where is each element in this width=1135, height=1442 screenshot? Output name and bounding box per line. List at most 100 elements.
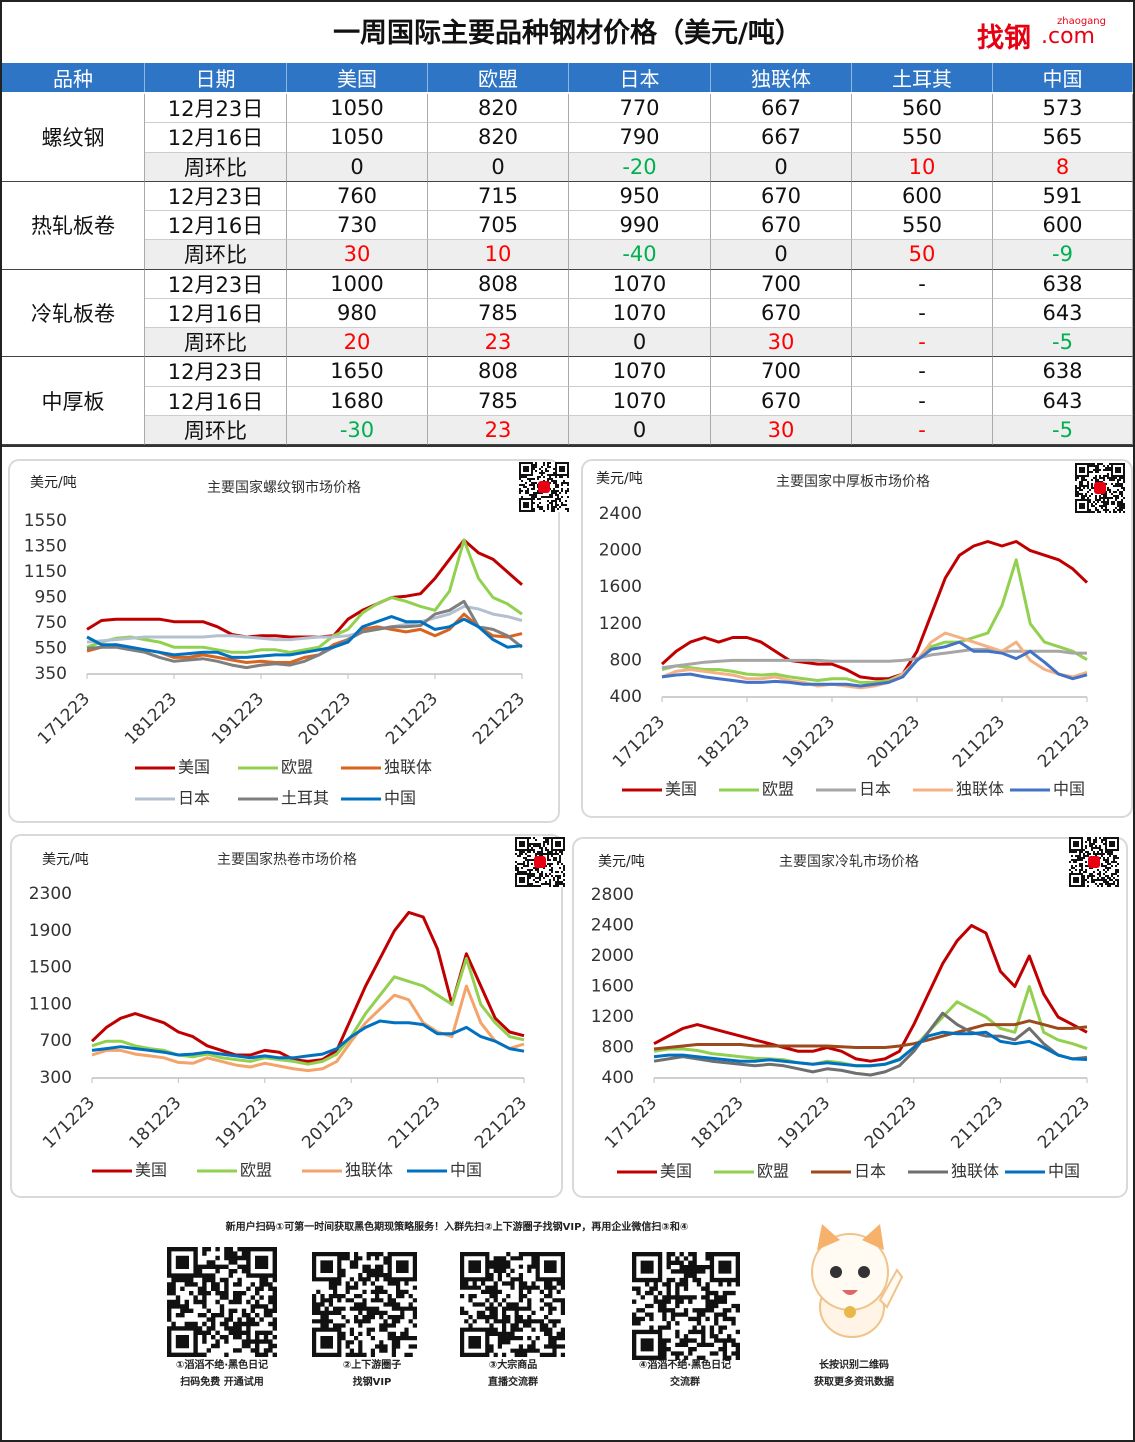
qr-caption: 获取更多资讯数据 [813, 1375, 894, 1388]
price-cell: 20 [287, 328, 428, 358]
price-cell: 8 [993, 152, 1133, 182]
price-cell: 808 [428, 269, 569, 299]
y-tick-label: 2800 [591, 885, 634, 905]
row-label: 周环比 [145, 328, 287, 358]
price-cell: 667 [711, 123, 852, 153]
price-cell: 790 [569, 123, 711, 153]
price-cell: 760 [287, 181, 428, 211]
y-tick-label: 700 [40, 1031, 72, 1051]
y-tick-label: 1900 [29, 921, 72, 941]
price-cell: 705 [428, 211, 569, 241]
series-line [86, 599, 523, 670]
legend-label: 日本 [178, 789, 210, 808]
qr-caption: 扫码免费 开通试用 [180, 1375, 263, 1388]
price-cell: 643 [993, 298, 1133, 328]
series-line [91, 1019, 525, 1060]
legend-label: 欧盟 [757, 1162, 789, 1181]
price-cell: 550 [852, 123, 993, 153]
price-cell: -9 [993, 240, 1133, 270]
category-cell: 螺纹钢 [2, 94, 145, 182]
qr-caption: 交流群 [670, 1375, 700, 1388]
price-cell: 0 [287, 152, 428, 182]
price-cell: 550 [852, 211, 993, 241]
y-axis-label: 美元/吨 [30, 475, 77, 491]
row-label: 12月16日 [145, 211, 287, 241]
column-header: 品种 [2, 63, 145, 92]
price-cell: 565 [993, 123, 1133, 153]
qr-badge [538, 481, 550, 493]
price-cell: 700 [711, 357, 852, 387]
legend-label: 独联体 [956, 780, 1004, 799]
series-line [653, 1019, 1088, 1051]
qr-caption: ④滔滔不绝·黑色日记 [639, 1358, 731, 1371]
price-cell: 10 [852, 152, 993, 182]
y-tick-label: 1200 [599, 614, 642, 634]
row-label: 12月23日 [145, 269, 287, 299]
legend-label: 中国 [450, 1161, 482, 1180]
price-cell: 670 [711, 386, 852, 416]
series-line [660, 540, 1089, 681]
column-header: 中国 [993, 63, 1133, 92]
price-cell: 1050 [287, 94, 428, 124]
y-tick-label: 300 [40, 1068, 72, 1088]
row-label: 12月23日 [145, 357, 287, 387]
price-cell: 638 [993, 357, 1133, 387]
row-label: 周环比 [145, 240, 287, 270]
row-label: 12月23日 [145, 94, 287, 124]
price-cell: 0 [569, 415, 711, 445]
y-tick-label: 1600 [591, 977, 634, 997]
price-cell: 643 [993, 386, 1133, 416]
legend-label: 美国 [665, 780, 697, 799]
legend-label: 日本 [854, 1162, 886, 1181]
price-cell: 23 [428, 415, 569, 445]
price-cell: - [852, 415, 993, 445]
series-line [653, 1011, 1088, 1077]
legend-label: 欧盟 [762, 780, 794, 799]
price-cell: 730 [287, 211, 428, 241]
legend-label: 中国 [1053, 780, 1085, 799]
price-table: 品种 日期 美国 欧盟 日本 独联体 土耳其 中国 螺纹钢 12月23日 1050 820 770 667… [2, 63, 1133, 447]
qr-caption: 找钢VIP [353, 1375, 392, 1388]
price-cell: 30 [711, 415, 852, 445]
y-tick-label: 2000 [599, 541, 642, 561]
row-label: 12月23日 [145, 181, 287, 211]
price-cell: 50 [852, 240, 993, 270]
y-tick-label: 350 [35, 664, 67, 684]
y-tick-label: 550 [35, 639, 67, 659]
category-cell: 热轧板卷 [2, 181, 145, 270]
y-tick-label: 1150 [24, 562, 67, 582]
series-line [653, 924, 1088, 1063]
price-cell: 1070 [569, 386, 711, 416]
y-tick-label: 950 [35, 588, 67, 608]
price-cell: 785 [428, 298, 569, 328]
chart-title: 主要国家中厚板市场价格 [776, 473, 930, 490]
price-cell: -40 [569, 240, 711, 270]
series-line [91, 956, 525, 1066]
price-cell: 980 [287, 298, 428, 328]
price-cell: -5 [993, 415, 1133, 445]
series-line [86, 538, 523, 654]
y-tick-label: 800 [610, 650, 642, 670]
price-cell: 0 [569, 328, 711, 358]
row-label: 12月16日 [145, 386, 287, 416]
y-tick-label: 750 [35, 613, 67, 633]
price-cell: 1070 [569, 357, 711, 387]
row-label: 周环比 [145, 415, 287, 445]
price-cell: 1650 [287, 357, 428, 387]
column-header: 欧盟 [428, 63, 569, 92]
price-cell: 820 [428, 123, 569, 153]
y-tick-label: 1550 [24, 511, 67, 531]
price-cell: 0 [711, 240, 852, 270]
legend-label: 中国 [1048, 1162, 1080, 1181]
y-tick-label: 2000 [591, 946, 634, 966]
page-title: 一周国际主要品种钢材价格（美元/吨） [333, 18, 802, 49]
footer-note: 新用户扫码①可第一时间获取黑色期现策略服务！入群先扫②上下游圈子找钢VIP，再用… [226, 1220, 689, 1233]
legend-label: 独联体 [345, 1161, 393, 1180]
price-cell: 573 [993, 94, 1133, 124]
column-header: 日本 [569, 63, 711, 92]
category-cell: 中厚板 [2, 357, 145, 445]
price-cell: -20 [569, 152, 711, 182]
legend-label: 美国 [178, 758, 210, 777]
price-cell: 1070 [569, 269, 711, 299]
